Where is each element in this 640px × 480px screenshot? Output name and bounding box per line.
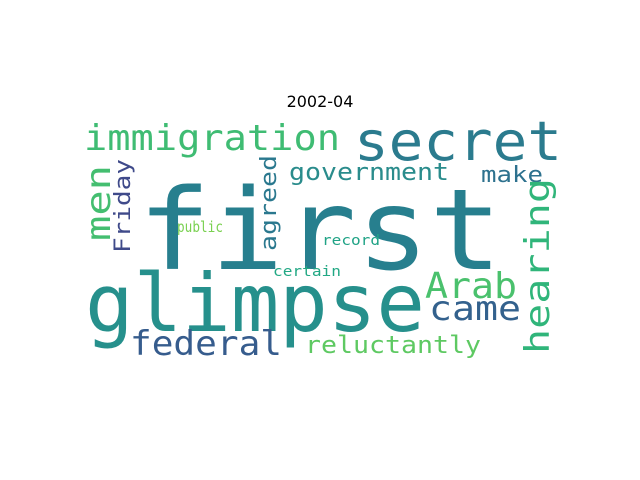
word-glimpse: glimpse bbox=[85, 257, 425, 350]
word-friday: Friday bbox=[111, 159, 136, 253]
word-hearing: hearing bbox=[518, 178, 558, 354]
word-federal: federal bbox=[130, 324, 282, 364]
word-immigration: immigration bbox=[84, 118, 340, 159]
word-agreed: agreed bbox=[257, 155, 282, 251]
word-government: government bbox=[289, 158, 449, 186]
word-certain: certain bbox=[273, 264, 341, 280]
word-first: first bbox=[138, 166, 502, 296]
word-men: men bbox=[79, 165, 119, 241]
word-came: came bbox=[429, 289, 521, 329]
word-make: make bbox=[481, 163, 543, 188]
word-reluctantly: reluctantly bbox=[305, 331, 481, 359]
chart-title: 2002-04 bbox=[286, 92, 354, 111]
word-record: record bbox=[322, 233, 380, 249]
word-public: public bbox=[177, 218, 223, 236]
word-arab: Arab bbox=[425, 266, 517, 307]
word-secret: secret bbox=[354, 110, 562, 173]
